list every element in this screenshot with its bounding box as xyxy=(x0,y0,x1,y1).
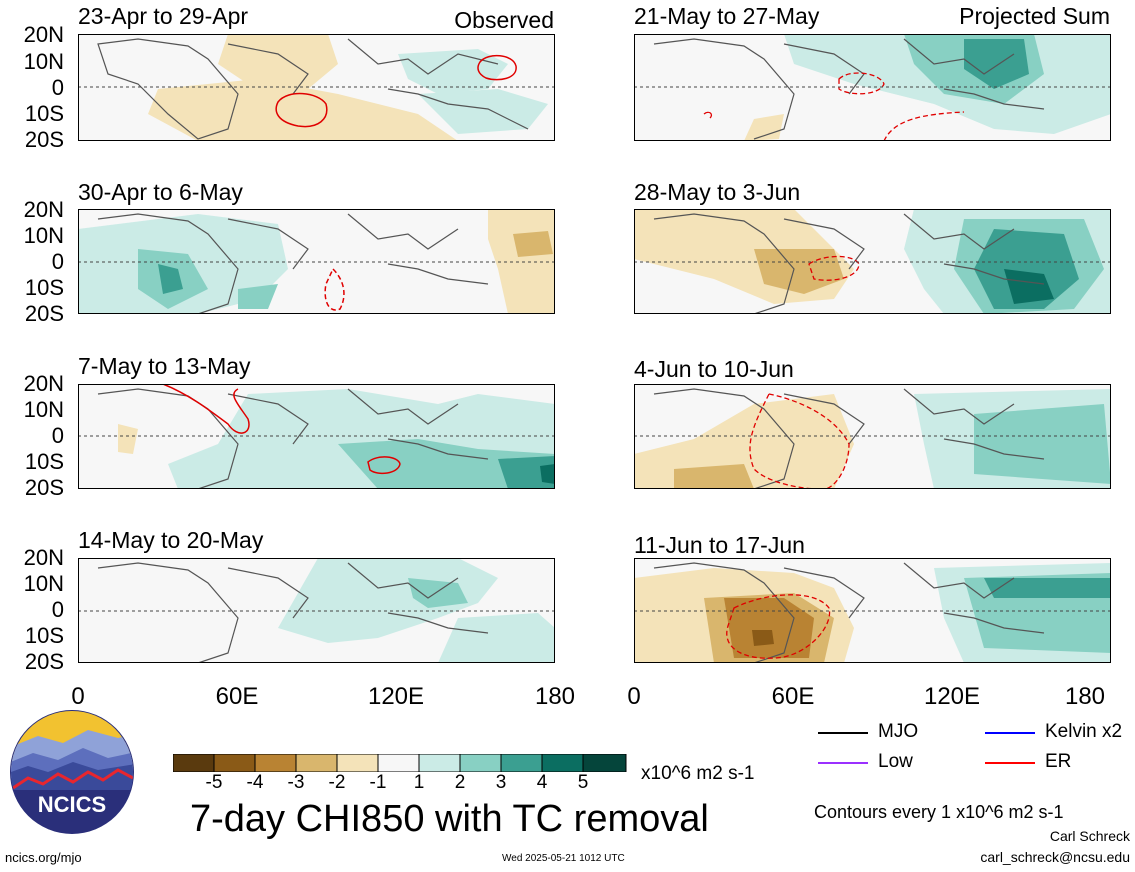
panel-title-6: 28-May to 3-Jun xyxy=(634,179,801,205)
colorbar-tick: 5 xyxy=(577,772,589,793)
observed-label: Observed xyxy=(454,7,554,33)
lon-label-180-left: 180 xyxy=(534,683,576,710)
lat-label-20n: 20N xyxy=(23,371,64,396)
lat-label-10s: 10S xyxy=(24,275,64,300)
legend-line-er xyxy=(985,762,1035,764)
lat-label-10n: 10N xyxy=(23,397,64,422)
colorbar-unit: x10^6 m2 s-1 xyxy=(641,763,755,784)
map-panel-5 xyxy=(634,34,1111,141)
panel-title-5: 21-May to 27-May xyxy=(634,3,820,29)
colorbar-tick: -3 xyxy=(287,772,305,793)
contour-note: Contours every 1 x10^6 m2 s-1 xyxy=(814,802,1064,822)
logo-text: NCICS xyxy=(38,792,106,817)
lon-label-0-left: 0 xyxy=(71,683,85,710)
colorbar-tick: 1 xyxy=(413,772,425,793)
legend-label-mjo: MJO xyxy=(878,721,919,742)
legend-line-mjo xyxy=(818,732,868,734)
lat-label-10s: 10S xyxy=(24,623,64,648)
lat-label-0: 0 xyxy=(51,597,64,622)
lat-label-20s: 20S xyxy=(24,127,64,152)
legend-label-kelvin: Kelvin x2 xyxy=(1045,721,1123,742)
colorbar-tick: 2 xyxy=(454,772,466,793)
colorbar-tick: -1 xyxy=(369,772,387,793)
lat-label-0: 0 xyxy=(51,75,64,100)
projected-sum-label: Projected Sum xyxy=(959,3,1110,29)
lon-label-120e-left: 120E xyxy=(367,683,425,710)
main-title: 7-day CHI850 with TC removal xyxy=(190,798,709,840)
lat-label-0: 0 xyxy=(51,423,64,448)
lat-label-10n: 10N xyxy=(23,571,64,596)
colorbar-tick: -2 xyxy=(328,772,346,793)
lat-label-10n: 10N xyxy=(23,223,64,248)
lat-label-0: 0 xyxy=(51,249,64,274)
panel-title-2: 30-Apr to 6-May xyxy=(78,179,243,205)
lat-label-20n: 20N xyxy=(23,545,64,570)
lat-label-20n: 20N xyxy=(23,197,64,222)
footer-timestamp: Wed 2025-05-21 1012 UTC xyxy=(502,853,625,864)
footer-email: carl_schreck@ncsu.edu xyxy=(980,849,1130,865)
map-panel-7 xyxy=(634,384,1111,489)
colorbar xyxy=(173,754,627,772)
panel-title-7: 4-Jun to 10-Jun xyxy=(634,356,794,382)
lat-label-20s: 20S xyxy=(24,301,64,326)
panel-title-3: 7-May to 13-May xyxy=(78,353,251,379)
lon-label-60e-left: 60E xyxy=(215,683,259,710)
map-panel-1 xyxy=(78,34,555,141)
legend-label-low: Low xyxy=(878,751,913,772)
legend-line-kelvin xyxy=(985,732,1035,734)
map-panel-3 xyxy=(78,384,555,489)
colorbar-tick: -4 xyxy=(246,772,264,793)
lat-label-10s: 10S xyxy=(24,449,64,474)
legend-line-low xyxy=(818,762,868,764)
colorbar-tick: -5 xyxy=(205,772,223,793)
lat-label-20s: 20S xyxy=(24,649,64,674)
legend-label-er: ER xyxy=(1045,751,1072,772)
lon-label-0-right: 0 xyxy=(627,683,641,710)
lon-label-60e-right: 60E xyxy=(771,683,815,710)
panel-title-1: 23-Apr to 29-Apr xyxy=(78,3,249,29)
map-panel-8 xyxy=(634,558,1111,663)
lat-label-20s: 20S xyxy=(24,475,64,500)
lon-label-180-right: 180 xyxy=(1064,683,1106,710)
colorbar-tick: 3 xyxy=(495,772,507,793)
colorbar-tick: 4 xyxy=(536,772,548,793)
panel-title-4: 14-May to 20-May xyxy=(78,527,264,553)
footer-url: ncics.org/mjo xyxy=(5,850,82,865)
map-panel-4 xyxy=(78,558,555,663)
lon-label-120e-right: 120E xyxy=(923,683,981,710)
map-panel-6 xyxy=(634,209,1111,314)
lat-label-10s: 10S xyxy=(24,101,64,126)
lat-label-20n: 20N xyxy=(23,22,64,47)
ncics-logo: NCICS xyxy=(10,710,134,834)
footer-author: Carl Schreck xyxy=(1049,828,1130,844)
panel-title-8: 11-Jun to 17-Jun xyxy=(634,532,805,558)
map-panel-2 xyxy=(78,209,555,314)
lat-label-10n: 10N xyxy=(23,49,64,74)
